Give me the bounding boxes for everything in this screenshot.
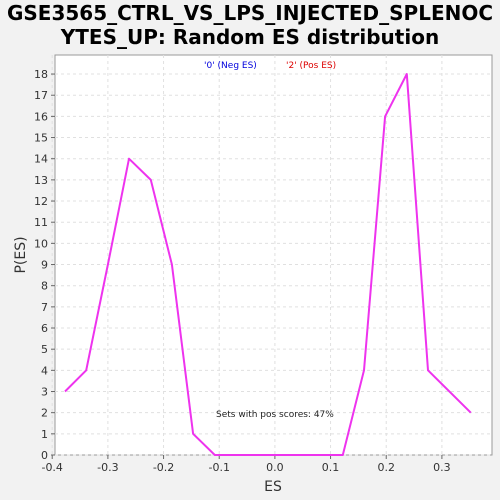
y-tick-label: 1 <box>41 428 48 441</box>
y-tick-label: 6 <box>41 322 48 335</box>
y-tick-label: 0 <box>41 449 48 462</box>
chart-title-line1: GSE3565_CTRL_VS_LPS_INJECTED_SPLENOC <box>7 1 493 25</box>
y-tick-label: 11 <box>34 216 48 229</box>
y-tick-label: 4 <box>41 364 48 377</box>
pos-scores-annotation: Sets with pos scores: 47% <box>216 410 334 420</box>
chart-title-line2: YTES_UP: Random ES distribution <box>60 25 439 49</box>
y-axis-label: P(ES) <box>13 236 29 273</box>
y-tick-label: 5 <box>41 343 48 356</box>
x-tick-label: -0.4 <box>41 461 62 474</box>
x-tick-label: 0.2 <box>377 461 395 474</box>
x-axis-label: ES <box>264 479 282 495</box>
y-tick-label: 2 <box>41 407 48 420</box>
y-tick-label: 12 <box>34 195 48 208</box>
y-tick-label: 9 <box>41 259 48 272</box>
y-tick-label: 18 <box>34 68 48 81</box>
x-tick-label: 0.0 <box>266 461 284 474</box>
plot-area <box>55 55 492 455</box>
x-tick-label: -0.2 <box>153 461 174 474</box>
x-tick-label: -0.3 <box>97 461 118 474</box>
y-tick-label: 13 <box>34 174 48 187</box>
y-tick-label: 16 <box>34 110 48 123</box>
y-tick-label: 10 <box>34 237 48 250</box>
legend-pos-es: '2' (Pos ES) <box>286 61 336 71</box>
legend-neg-es: '0' (Neg ES) <box>204 61 257 71</box>
y-tick-label: 15 <box>34 132 48 145</box>
x-tick-label: 0.1 <box>322 461 340 474</box>
y-tick-label: 3 <box>41 386 48 399</box>
y-tick-label: 7 <box>41 301 48 314</box>
y-tick-label: 17 <box>34 89 48 102</box>
x-tick-label: -0.1 <box>208 461 229 474</box>
x-tick-label: 0.3 <box>433 461 451 474</box>
y-tick-label: 14 <box>34 153 48 166</box>
y-tick-label: 8 <box>41 280 48 293</box>
